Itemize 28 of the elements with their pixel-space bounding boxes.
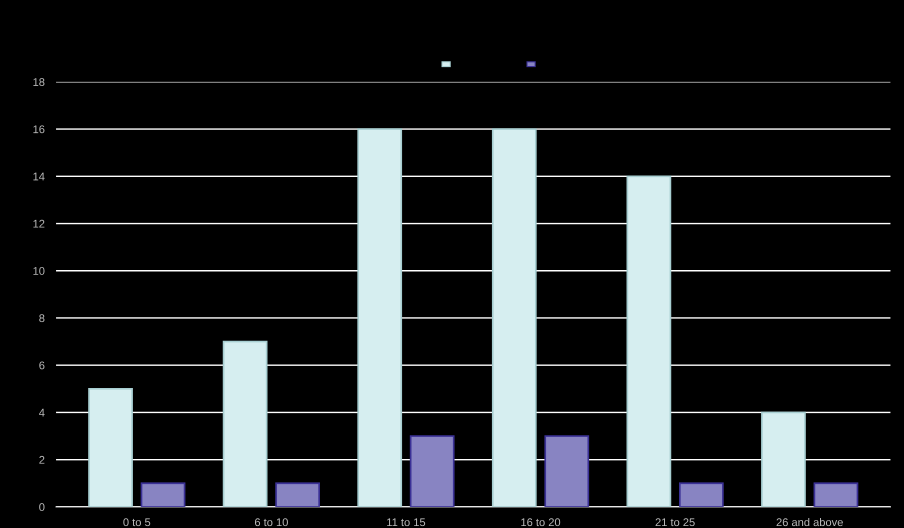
x-tick-label: 16 to 20 [521, 518, 560, 526]
bar [222, 340, 268, 507]
bar [626, 175, 672, 507]
bar [492, 128, 537, 507]
y-tick-label: 16 [33, 125, 44, 134]
bar [678, 482, 724, 507]
x-tick-label: 6 to 10 [254, 518, 288, 526]
y-tick-label: 6 [39, 361, 44, 370]
y-tick-label: 12 [33, 220, 44, 228]
bar [814, 482, 858, 507]
y-tick-label: 10 [33, 267, 45, 275]
x-tick-label: 11 to 15 [387, 518, 426, 526]
y-tick-label: 0 [39, 503, 45, 512]
x-tick-label: 0 to 5 [123, 518, 150, 526]
bar [88, 388, 133, 507]
bar [761, 412, 806, 507]
x-tick-label: 21 to 25 [656, 518, 695, 526]
y-tick-label: 18 [33, 78, 44, 86]
x-tick-label: 26 and above [776, 518, 843, 526]
bar [140, 482, 186, 507]
y-tick-label: 4 [39, 408, 45, 416]
bar [544, 435, 590, 507]
bar [357, 128, 402, 507]
bar [410, 435, 455, 507]
bar [275, 482, 320, 507]
y-tick-label: 2 [39, 456, 44, 464]
y-tick-label: 14 [33, 172, 45, 180]
y-tick-label: 8 [39, 314, 44, 322]
